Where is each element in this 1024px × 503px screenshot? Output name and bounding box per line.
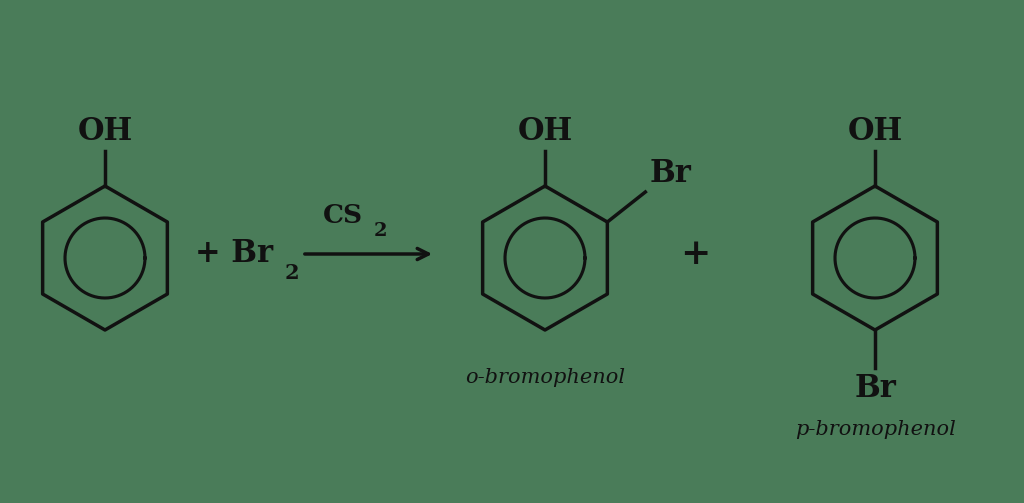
- Text: o-bromophenol: o-bromophenol: [465, 368, 625, 387]
- Text: OH: OH: [78, 116, 133, 147]
- Text: p-bromophenol: p-bromophenol: [795, 420, 955, 439]
- Text: 2: 2: [285, 263, 300, 283]
- Text: + Br: + Br: [195, 238, 273, 270]
- Text: 2: 2: [374, 222, 387, 240]
- Text: OH: OH: [848, 116, 902, 147]
- Text: OH: OH: [517, 116, 572, 147]
- Text: Br: Br: [854, 373, 896, 404]
- Text: CS: CS: [324, 203, 364, 228]
- Text: Br: Br: [649, 158, 691, 189]
- Text: +: +: [680, 237, 711, 271]
